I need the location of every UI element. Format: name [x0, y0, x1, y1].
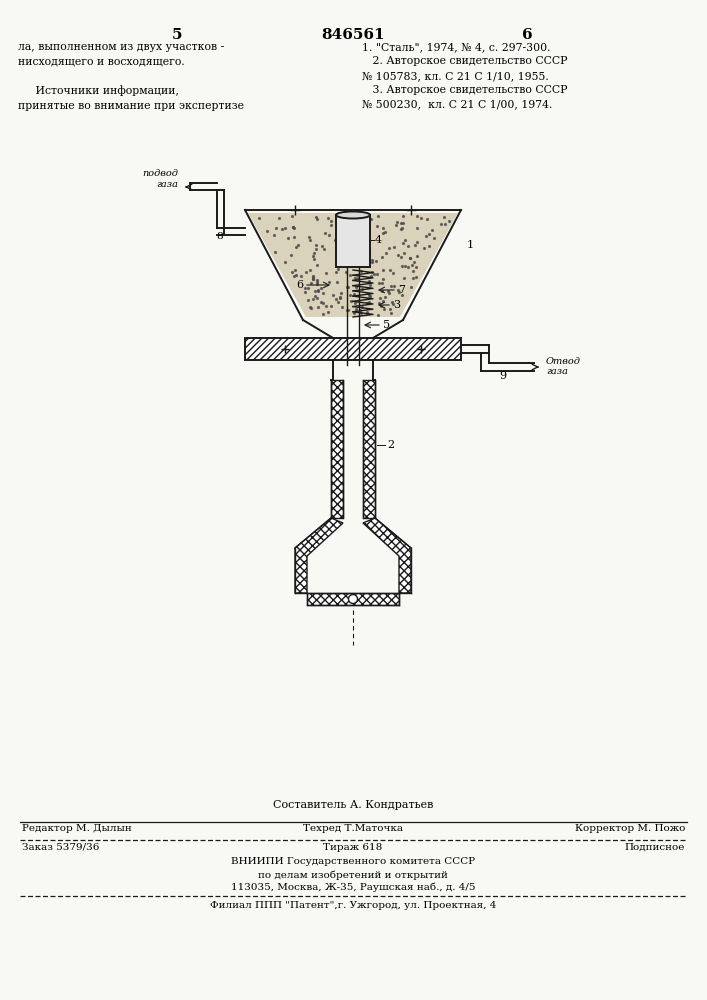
Polygon shape	[295, 518, 343, 593]
Bar	[336, 215, 370, 267]
Polygon shape	[363, 518, 411, 593]
Text: Составитель А. Кондратьев: Составитель А. Кондратьев	[273, 800, 433, 810]
Text: 7: 7	[398, 285, 405, 295]
Text: 5: 5	[172, 28, 182, 42]
Text: Техред Т.Маточка: Техред Т.Маточка	[303, 824, 403, 833]
Text: 1: 1	[467, 240, 474, 250]
Bar	[307, 593, 399, 605]
Text: Отвод
газа: Отвод газа	[546, 357, 581, 376]
Text: 4: 4	[375, 235, 382, 245]
Text: ВНИИПИ Государственного комитета СССР: ВНИИПИ Государственного комитета СССР	[231, 857, 475, 866]
Text: 6: 6	[522, 28, 532, 42]
Text: 113035, Москва, Ж-35, Раушская наб., д. 4/5: 113035, Москва, Ж-35, Раушская наб., д. …	[230, 883, 475, 892]
Text: 6: 6	[296, 280, 303, 290]
Text: Подписное: Подписное	[624, 843, 685, 852]
Text: 846561: 846561	[321, 28, 385, 42]
Text: Тираж 618: Тираж 618	[323, 843, 382, 852]
Text: 2: 2	[387, 440, 394, 450]
Bar	[331, 380, 343, 518]
Text: Заказ 5379/36: Заказ 5379/36	[22, 843, 100, 852]
Text: Редактор М. Дылын: Редактор М. Дылын	[22, 824, 132, 833]
Polygon shape	[248, 213, 458, 317]
Text: Филиал ППП "Патент",г. Ужгород, ул. Проектная, 4: Филиал ППП "Патент",г. Ужгород, ул. Прое…	[210, 901, 496, 910]
Ellipse shape	[336, 212, 370, 219]
Text: ла, выполненном из двух участков -
нисходящего и восходящего.

     Источники ин: ла, выполненном из двух участков - нисхо…	[18, 42, 244, 111]
Text: 3: 3	[393, 300, 400, 310]
Bar	[245, 338, 461, 360]
Text: 1. "Сталь", 1974, № 4, с. 297-300.
   2. Авторское свидетельство СССР
№ 105783, : 1. "Сталь", 1974, № 4, с. 297-300. 2. Ав…	[362, 42, 568, 110]
Text: 9: 9	[499, 371, 506, 381]
Bar	[363, 380, 375, 518]
Circle shape	[349, 594, 358, 603]
Text: по делам изобретений и открытий: по делам изобретений и открытий	[258, 870, 448, 880]
Text: 8: 8	[216, 232, 223, 241]
Text: Корректор М. Пожо: Корректор М. Пожо	[575, 824, 685, 833]
Text: подвод
газа: подвод газа	[142, 169, 178, 189]
Text: 5: 5	[383, 320, 390, 330]
